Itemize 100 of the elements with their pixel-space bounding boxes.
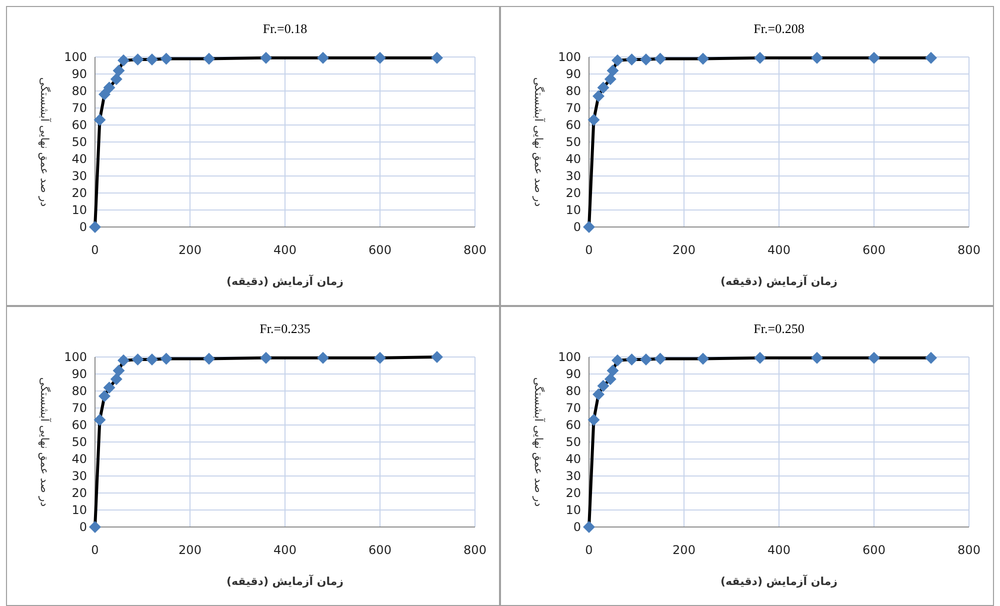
y-tick-label: 0	[573, 220, 581, 234]
y-tick-label: 90	[72, 67, 87, 81]
point	[592, 388, 604, 400]
point	[203, 52, 215, 65]
x-tick-label: 200	[178, 243, 202, 257]
x-tick-label: 200	[178, 543, 202, 557]
y-tick-label: 40	[72, 152, 87, 166]
y-tick-label: 40	[566, 452, 581, 466]
point	[317, 352, 329, 364]
point	[431, 52, 443, 64]
point	[868, 52, 880, 64]
y-tick-label: 0	[79, 520, 87, 534]
point	[94, 114, 106, 126]
point	[89, 521, 101, 533]
x-tick-label: 200	[672, 543, 696, 557]
point	[606, 364, 619, 377]
x-tick-label: 600	[368, 243, 392, 257]
y-tick-label: 50	[566, 435, 581, 449]
point	[132, 54, 144, 66]
point	[112, 364, 125, 377]
x-tick-label: 400	[768, 543, 790, 557]
point	[654, 352, 666, 365]
y-axis-title: در صد عمق نهایی آبشستگی	[38, 77, 52, 207]
y-tick-label: 100	[558, 50, 581, 64]
point	[811, 352, 823, 364]
y-tick-label: 40	[72, 452, 87, 466]
point	[160, 352, 172, 365]
point	[98, 390, 110, 402]
point	[132, 354, 144, 366]
x-tick-label: 800	[464, 243, 486, 257]
point	[754, 52, 766, 64]
point	[160, 52, 172, 65]
chart-title: Fr.=0.18	[262, 21, 308, 36]
point	[89, 221, 101, 233]
x-axis-title: زمان آزمایش (دقیقه)	[226, 574, 344, 588]
y-tick-label: 100	[64, 350, 87, 364]
y-tick-label: 100	[558, 350, 581, 364]
point	[754, 352, 766, 364]
point	[640, 354, 652, 366]
y-tick-label: 20	[566, 486, 581, 500]
point	[597, 82, 610, 94]
point	[606, 64, 619, 77]
point	[260, 52, 272, 64]
point	[588, 414, 600, 426]
x-tick-label: 400	[768, 243, 790, 257]
y-tick-label: 100	[64, 50, 87, 64]
y-tick-label: 50	[566, 135, 581, 149]
y-tick-label: 50	[72, 435, 87, 449]
x-tick-label: 600	[862, 543, 886, 557]
y-axis-title: در صد عمق نهایی آبشستگی	[38, 377, 52, 507]
point	[118, 354, 130, 366]
x-tick-label: 400	[274, 543, 296, 557]
x-tick-label: 0	[585, 243, 593, 257]
point	[588, 114, 600, 126]
y-tick-label: 90	[566, 67, 581, 81]
point	[626, 354, 638, 366]
y-tick-label: 90	[72, 367, 87, 381]
point	[612, 54, 624, 66]
y-tick-label: 10	[72, 203, 87, 217]
point	[597, 380, 610, 392]
point	[626, 54, 638, 66]
y-axis-title: در صد عمق نهایی آبشستگی	[532, 77, 546, 207]
y-axis-title: در صد عمق نهایی آبشستگی	[532, 377, 546, 507]
y-tick-label: 20	[72, 186, 87, 200]
x-tick-label: 800	[958, 243, 980, 257]
point	[654, 52, 666, 65]
point	[697, 52, 709, 65]
point	[925, 352, 937, 364]
x-tick-label: 0	[91, 243, 99, 257]
y-tick-label: 70	[566, 101, 581, 115]
point	[612, 354, 624, 366]
point	[583, 221, 595, 233]
x-tick-label: 0	[585, 543, 593, 557]
y-tick-label: 70	[566, 401, 581, 415]
y-tick-label: 60	[566, 418, 581, 432]
x-tick-label: 600	[368, 543, 392, 557]
x-axis-title: زمان آزمایش (دقیقه)	[720, 274, 838, 288]
y-tick-label: 30	[566, 469, 581, 483]
x-tick-label: 800	[464, 543, 486, 557]
point	[374, 352, 386, 364]
point	[146, 354, 158, 366]
x-tick-label: 0	[91, 543, 99, 557]
x-axis-title: زمان آزمایش (دقیقه)	[226, 274, 344, 288]
point	[260, 352, 272, 364]
y-tick-label: 80	[566, 384, 581, 398]
y-tick-label: 40	[566, 152, 581, 166]
x-tick-label: 400	[274, 243, 296, 257]
point	[94, 414, 106, 426]
point	[118, 54, 130, 66]
y-tick-label: 30	[72, 169, 87, 183]
y-tick-label: 10	[566, 203, 581, 217]
x-axis-title: زمان آزمایش (دقیقه)	[720, 574, 838, 588]
y-tick-label: 30	[72, 469, 87, 483]
chart-title: Fr.=0.235	[260, 321, 310, 336]
point	[640, 54, 652, 66]
y-tick-label: 60	[72, 418, 87, 432]
point	[103, 82, 116, 94]
point	[374, 52, 386, 64]
y-tick-label: 0	[573, 520, 581, 534]
point	[98, 88, 110, 100]
